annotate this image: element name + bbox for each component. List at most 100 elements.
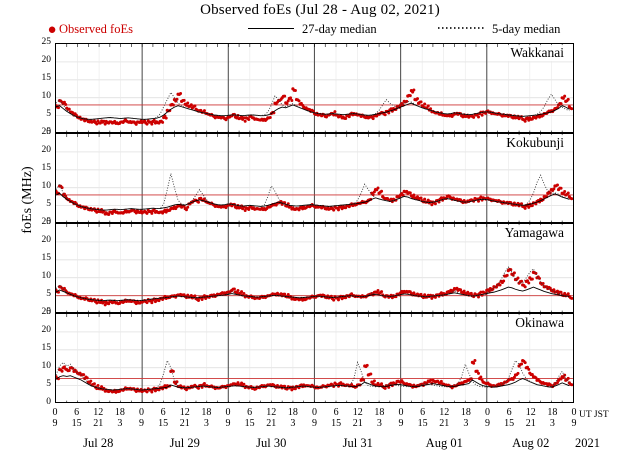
station-label: Wakkanai (507, 45, 567, 61)
y-tick-label: 15 (41, 163, 52, 173)
page-title: Observed foEs (Jul 28 - Aug 02, 2021) (200, 2, 440, 18)
x-tick-jst: 3 (290, 417, 296, 429)
x-tick-ut: 0 (571, 407, 577, 418)
legend-item-median5: 5-day median (438, 20, 560, 38)
x-tick-ut: 0 (225, 407, 231, 418)
y-tick-label: 10 (41, 181, 52, 191)
x-tick-ut: 0 (485, 407, 490, 418)
x-tick-ut: 12 (352, 407, 363, 418)
x-tick-jst: 21 (525, 417, 536, 429)
x-tick-ut: 0 (52, 407, 58, 418)
solid-line-icon (248, 28, 294, 29)
x-day-label: Jul 30 (256, 436, 287, 450)
x-tick-ut: 6 (420, 407, 426, 418)
y-tick-label: 5 (46, 379, 51, 389)
x-tick-group: 12 21 (83, 407, 113, 429)
x-day-label: Jul 29 (169, 436, 200, 450)
y-tick-label: 25 (41, 217, 52, 227)
x-axis: 0 9 6 15 12 21 18 3 Jul 28 0 9 6 15 12 21 18 3 Jul 29 0 9 6 1… (0, 403, 640, 457)
y-tick-label: 5 (46, 289, 51, 299)
x-tick-ut: 12 (93, 407, 104, 418)
x-tick-jst: 15 (71, 417, 82, 429)
y-tick-label: 5 (46, 109, 51, 119)
x-tick-jst: 9 (571, 417, 577, 429)
x-tick-group: 6 15 (494, 407, 524, 429)
x-tick-group: 6 15 (148, 407, 178, 429)
station-label: Okinawa (512, 315, 567, 331)
x-tick-ut: 0 (398, 407, 404, 418)
x-tick-group: 12 21 (516, 407, 546, 429)
x-tick-ut: 18 (547, 407, 558, 418)
x-tick-ut: 6 (506, 407, 512, 418)
legend-label-median5: 5-day median (492, 22, 561, 36)
y-tick-label: 20 (41, 235, 52, 245)
x-tick-jst: 21 (352, 417, 363, 429)
x-tick-jst: 15 (331, 417, 342, 429)
x-tick-ut: 6 (160, 407, 166, 418)
x-tick-jst: 9 (398, 417, 404, 429)
y-tick-label: 15 (41, 253, 52, 263)
y-tick-label: 20 (41, 145, 52, 155)
x-tick-ut: 18 (201, 407, 212, 418)
dotted-line-icon (438, 27, 484, 29)
x-tick-group: 12 21 (429, 407, 459, 429)
x-tick-jst: 3 (117, 417, 123, 429)
y-tick-label: 0 (46, 217, 51, 227)
x-tick-group: 18 3 (191, 407, 221, 429)
x-tick-jst: 9 (225, 417, 231, 429)
panel-yamagawa: Yamagawa (55, 223, 574, 313)
x-tick-ut: 18 (374, 407, 385, 418)
panel-kokubunji: Kokubunji (55, 133, 574, 223)
x-day-label: Aug 01 (425, 436, 463, 450)
legend-label-median27: 27-day median (302, 22, 377, 36)
ut-jst-label: UT JST (579, 410, 609, 421)
legend-item-observed: ● Observed foEs (45, 20, 133, 38)
x-tick-ut: 18 (460, 407, 471, 418)
y-tick-label: 10 (41, 361, 52, 371)
x-tick-jst: 3 (376, 417, 382, 429)
x-tick-ut: 12 (439, 407, 450, 418)
x-tick-jst: 9 (52, 417, 58, 429)
x-tick-jst: 15 (504, 417, 515, 429)
y-tick-label: 15 (41, 73, 52, 83)
x-tick-ut: 6 (247, 407, 253, 418)
legend: ● Observed foEs 27-day median 5-day media… (0, 20, 640, 38)
station-label: Yamagawa (501, 225, 567, 241)
x-tick-ut: 18 (287, 407, 298, 418)
x-tick-jst: 9 (312, 417, 317, 429)
x-tick-group: 18 3 (278, 407, 308, 429)
x-tick-jst: 21 (266, 417, 277, 429)
x-tick-jst: 3 (463, 417, 469, 429)
x-tick-ut: 6 (74, 407, 80, 418)
x-tick-group: 6 15 (235, 407, 265, 429)
x-tick-ut: 6 (333, 407, 339, 418)
y-tick-label: 5 (46, 199, 51, 209)
y-tick-label: 0 (46, 397, 51, 407)
x-day-label: Aug 02 (512, 436, 550, 450)
y-tick-label: 10 (41, 91, 52, 101)
x-tick-group: 12 21 (170, 407, 200, 429)
red-dot-icon: ● (47, 22, 57, 38)
y-tick-label: 15 (41, 343, 52, 353)
panel-okinawa: Okinawa (55, 313, 574, 403)
y-tick-label: 0 (46, 307, 51, 317)
x-tick-jst: 3 (203, 417, 209, 429)
x-tick-ut: 18 (114, 407, 125, 418)
legend-label-observed: Observed foEs (59, 22, 133, 36)
x-day-label: Jul 31 (342, 436, 373, 450)
x-tick-group: 6 15 (408, 407, 438, 429)
x-tick-jst: 15 (417, 417, 428, 429)
year-label: 2021 (575, 436, 600, 450)
y-tick-label: 10 (41, 271, 52, 281)
x-tick-group: 18 3 (105, 407, 135, 429)
y-tick-label: 25 (41, 37, 52, 47)
x-tick-ut: 12 (179, 407, 190, 418)
x-tick-jst: 3 (549, 417, 555, 429)
y-tick-label: 20 (41, 325, 52, 335)
x-tick-jst: 21 (93, 417, 104, 429)
